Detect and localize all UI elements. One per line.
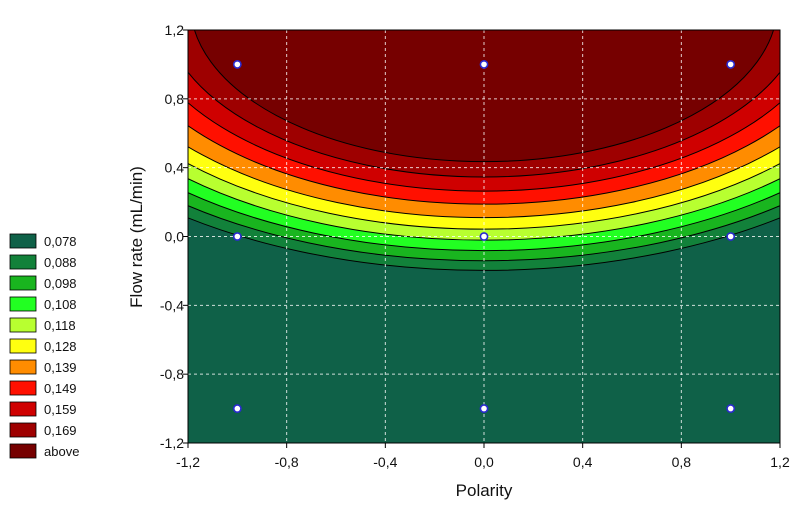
legend-label: 0,169 [44, 423, 77, 438]
design-point [726, 404, 736, 413]
legend-swatch [9, 401, 37, 417]
y-tick-label: -1,2 [160, 435, 184, 451]
plot-area [188, 30, 780, 443]
design-points [232, 60, 736, 413]
y-tick-label: 0,8 [165, 91, 185, 107]
grid-lines [188, 30, 780, 443]
legend-label: 0,078 [44, 234, 77, 249]
contour-band-10 [194, 30, 774, 163]
y-tick-label: -0,4 [160, 297, 184, 313]
y-tick-label: -0,8 [160, 366, 184, 382]
legend-label: 0,118 [44, 318, 76, 333]
legend-swatch [9, 338, 37, 354]
legend-swatch [9, 275, 37, 291]
x-axis-label: Polarity [456, 481, 513, 500]
legend-swatch [9, 443, 37, 459]
x-tick-label: 1,2 [770, 454, 790, 470]
legend-swatch [9, 254, 37, 270]
legend-label: 0,098 [44, 276, 77, 291]
legend-swatch [9, 317, 37, 333]
x-tick-label: -0,8 [275, 454, 299, 470]
legend-swatch [9, 422, 37, 438]
legend-swatch [9, 233, 37, 249]
design-point [479, 60, 489, 69]
design-point [726, 232, 736, 241]
legend-label: 0,108 [44, 297, 77, 312]
y-axis-label: Flow rate (mL/min) [127, 166, 146, 308]
y-tick-label: 1,2 [165, 22, 185, 38]
legend-swatch [9, 359, 37, 375]
legend-label: 0,149 [44, 381, 77, 396]
x-tick-label: 0,4 [573, 454, 593, 470]
design-point [232, 232, 242, 241]
legend-label: 0,159 [44, 402, 77, 417]
y-tick-label: 0,4 [165, 160, 185, 176]
design-point [232, 60, 242, 69]
x-tick-label: -1,2 [176, 454, 200, 470]
design-point [479, 232, 489, 241]
y-tick-label: 0,0 [165, 229, 185, 245]
legend-label: 0,128 [44, 339, 77, 354]
x-tick-label: -0,4 [373, 454, 397, 470]
legend-label: 0,139 [44, 360, 77, 375]
legend-label: above [44, 444, 79, 459]
y-axis-ticks: 1,2 0,8 0,4 0,0 -0,4 -0,8 -1,2 [160, 22, 188, 451]
legend: 0,078 0,088 0,098 0,108 0,118 0,128 0,139 0,149… [9, 233, 79, 459]
x-tick-label: 0,8 [672, 454, 692, 470]
design-point [232, 404, 242, 413]
design-point [726, 60, 736, 69]
x-tick-label: 0,0 [474, 454, 494, 470]
legend-swatch [9, 380, 37, 396]
x-axis-ticks: -1,2 -0,8 -0,4 0,0 0,4 0,8 1,2 [176, 443, 790, 470]
contour-bands [188, 30, 780, 271]
legend-swatch [9, 296, 37, 312]
design-point [479, 404, 489, 413]
legend-label: 0,088 [44, 255, 77, 270]
